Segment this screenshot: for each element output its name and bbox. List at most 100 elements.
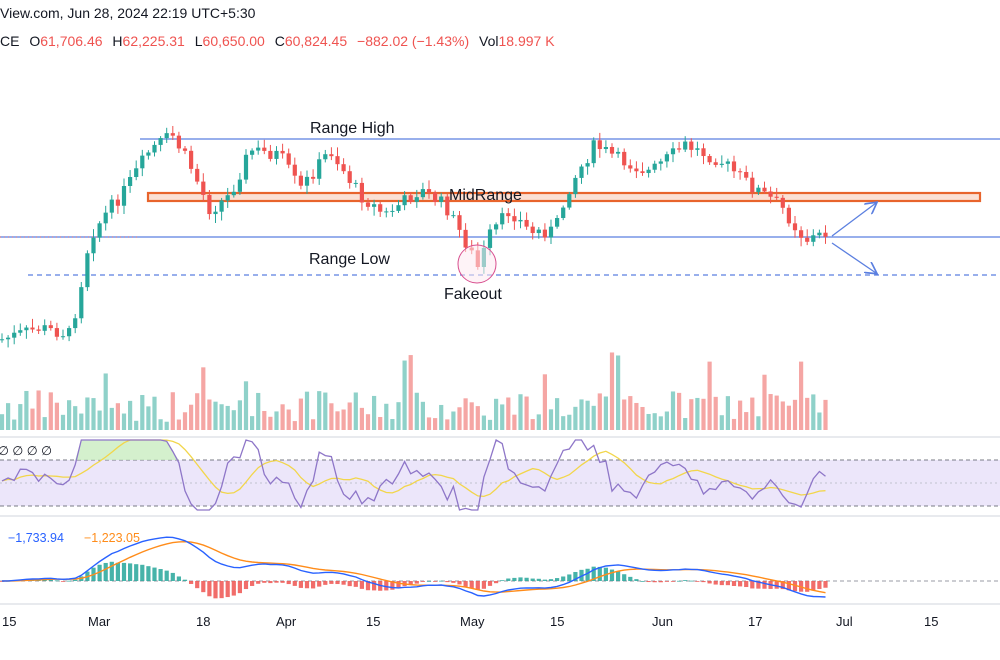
volume-bar	[530, 419, 535, 430]
volume-bar	[42, 417, 47, 430]
histogram-bar	[48, 579, 53, 581]
histogram-bar	[420, 581, 425, 582]
histogram-bar	[243, 581, 249, 590]
candle	[91, 229, 96, 262]
volume-bar	[622, 399, 627, 430]
histogram-bar	[60, 581, 66, 582]
volume-bar	[73, 406, 78, 430]
volume-bar	[738, 400, 743, 430]
symbol-fragment: CE	[0, 33, 20, 49]
histogram-bar	[823, 581, 828, 588]
histogram-bar	[146, 566, 151, 581]
histogram-bar	[121, 562, 127, 581]
candle	[329, 147, 334, 161]
volume-bar	[286, 409, 291, 430]
x-tick-label: 17	[748, 614, 762, 629]
volume-bar	[152, 396, 157, 430]
volume-bar	[426, 417, 432, 430]
histogram-bar	[280, 581, 285, 583]
midrange-zone[interactable]	[146, 191, 982, 203]
volume-bar	[469, 402, 474, 430]
rsi-glyphs: ∅ ∅ ∅ ∅	[0, 444, 52, 458]
candle	[158, 136, 163, 152]
volume-bar	[140, 395, 145, 430]
volume-bar	[304, 391, 310, 430]
volume-bar	[378, 416, 383, 430]
candle	[341, 158, 346, 175]
candle	[231, 184, 236, 198]
histogram-bar	[762, 581, 767, 589]
histogram-bar	[164, 570, 169, 581]
histogram-bar	[616, 571, 621, 581]
volume-bar	[616, 355, 621, 430]
volume-bar	[353, 392, 358, 430]
candle	[219, 197, 224, 221]
candle	[237, 172, 242, 195]
volume-bar	[555, 398, 560, 430]
volume-bar	[372, 395, 377, 430]
candle	[652, 160, 657, 173]
candle	[140, 149, 145, 177]
histogram-bar	[756, 581, 761, 589]
histogram-bar	[390, 581, 395, 590]
histogram-bar	[646, 581, 651, 583]
candle	[347, 165, 352, 189]
macd-histogram	[0, 561, 828, 599]
volume-bar	[60, 414, 66, 430]
volume-bar	[536, 414, 541, 430]
volume-bar	[91, 398, 96, 430]
volume-bar	[762, 374, 767, 430]
volume-bar	[823, 399, 828, 430]
volume-bar	[121, 413, 127, 430]
volume-bar	[542, 374, 547, 430]
volume-bar	[195, 393, 200, 430]
candle	[634, 161, 639, 179]
volume-bar	[573, 406, 578, 430]
volume-bars	[0, 352, 828, 430]
volume-bar	[134, 420, 139, 430]
candle	[189, 145, 194, 174]
candle	[744, 165, 749, 181]
candle	[6, 335, 11, 348]
histogram-bar	[487, 581, 493, 586]
volume-bar	[609, 352, 615, 430]
candle	[146, 150, 151, 160]
candle	[24, 325, 29, 339]
histogram-bar	[536, 578, 541, 581]
candle	[439, 192, 444, 208]
volume-bar	[500, 404, 505, 430]
candle	[494, 222, 499, 235]
volume-bar	[359, 407, 364, 430]
candle	[609, 143, 615, 158]
candle	[622, 148, 627, 170]
histogram-bar	[207, 581, 212, 597]
volume-bar	[170, 392, 175, 430]
histogram-bar	[811, 581, 816, 591]
bearish-projection-arrow	[831, 242, 876, 273]
candle	[640, 162, 645, 176]
histogram-bar	[134, 564, 139, 581]
histogram-bar	[140, 564, 145, 581]
candle	[268, 144, 273, 162]
candle	[756, 184, 761, 195]
histogram-bar	[451, 581, 456, 583]
histogram-bar	[628, 576, 633, 581]
x-tick-label: May	[460, 614, 485, 629]
histogram-bar	[347, 581, 352, 587]
histogram-bar	[353, 581, 358, 587]
volume-bar	[756, 416, 761, 430]
histogram-bar	[182, 579, 188, 581]
volume-bar	[591, 405, 596, 430]
candle	[555, 215, 560, 229]
candle	[359, 177, 364, 211]
candle	[585, 159, 590, 175]
volume-bar	[280, 404, 285, 430]
close-value: 60,824.45	[284, 33, 348, 49]
histogram-bar	[701, 581, 706, 583]
histogram-bar	[585, 568, 590, 581]
volume-bar	[603, 396, 608, 430]
candle	[97, 221, 102, 242]
candle	[664, 151, 669, 168]
candle	[396, 199, 401, 213]
